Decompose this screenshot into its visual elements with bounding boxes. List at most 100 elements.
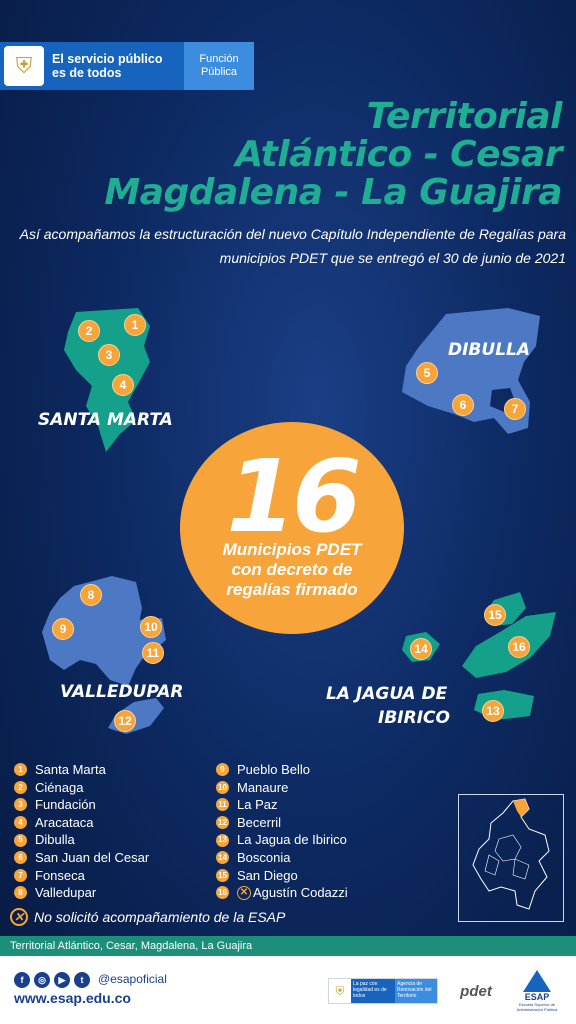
list-name: Becerril xyxy=(237,814,282,830)
map-marker-14: 14 xyxy=(410,638,432,660)
list-number: 12 xyxy=(216,816,229,830)
map-marker-1: 1 xyxy=(124,314,146,336)
highlight-number: 16 xyxy=(226,438,361,555)
youtube-icon[interactable]: ▶ xyxy=(54,972,70,988)
list-item: 11 La Paz xyxy=(216,796,348,814)
list-name: Fundación xyxy=(35,797,96,813)
list-item: 13 La Jagua de Ibirico xyxy=(216,831,348,849)
municipality-list-right: 9 Pueblo Bello 10 Manaure 11 La Paz 12 Becer… xyxy=(216,761,348,902)
map-marker-11: 11 xyxy=(142,642,164,664)
list-item: 4 Aracataca xyxy=(14,814,149,832)
map-marker-12: 12 xyxy=(114,710,136,732)
list-name: San Diego xyxy=(237,867,298,883)
list-item: 6 San Juan del Cesar xyxy=(14,849,149,867)
list-name: Bosconia xyxy=(237,849,291,865)
map-marker-10: 10 xyxy=(140,616,162,638)
footer: f ◎ ▶ t @esapoficial www.esap.edu.co ⛨ L… xyxy=(0,956,576,1024)
legend-note-text: No solicitó acompañamiento de la ESAP xyxy=(34,909,286,925)
region-label-la-jagua-1: LA JAGUA DE xyxy=(326,684,448,704)
map-marker-15: 15 xyxy=(484,604,506,626)
list-number: 7 xyxy=(14,868,27,882)
list-number: 15 xyxy=(216,868,229,882)
highlight-circle: 16 Municipios PDET con decreto de regalí… xyxy=(180,422,404,634)
list-number: 13 xyxy=(216,833,229,847)
art-logo-text: Agencia de Renovación del Territorio xyxy=(395,979,437,1003)
list-number: 16 xyxy=(216,886,229,900)
esap-pyramid-icon xyxy=(523,970,551,992)
map-marker-6: 6 xyxy=(452,394,474,416)
region-label-valledupar: VALLEDUPAR xyxy=(60,682,184,702)
list-item: 10 Manaure xyxy=(216,779,348,797)
map-marker-13: 13 xyxy=(482,700,504,722)
title-line-2: Atlántico - Cesar xyxy=(235,134,562,175)
list-item: 1 Santa Marta xyxy=(14,761,149,779)
map-marker-5: 5 xyxy=(416,362,438,384)
list-number: 14 xyxy=(216,851,229,865)
map-marker-16: 16 xyxy=(508,636,530,658)
esap-logo: ESAP Escuela Superior de Administración … xyxy=(512,970,562,1016)
instagram-icon[interactable]: ◎ xyxy=(34,972,50,988)
social-handle[interactable]: @esapoficial xyxy=(98,972,167,986)
highlight-line-3: regalías firmado xyxy=(226,580,358,599)
title-line-3: Magdalena - La Guajira xyxy=(104,172,562,213)
list-name: Valledupar xyxy=(35,885,97,901)
list-item: 9 Pueblo Bello xyxy=(216,761,348,779)
map-marker-3: 3 xyxy=(98,344,120,366)
map-marker-8: 8 xyxy=(80,584,102,606)
website-link[interactable]: www.esap.edu.co xyxy=(14,990,131,1006)
funcion-publica-label: Función Pública xyxy=(184,42,254,90)
list-number: 5 xyxy=(14,833,27,847)
list-number: 2 xyxy=(14,780,27,794)
paz-legalidad-logo: ⛨ La paz con legalidad es de todos Agenc… xyxy=(328,978,438,1004)
list-name: Santa Marta xyxy=(35,762,106,777)
legend-note: ✕ No solicitó acompañamiento de la ESAP xyxy=(10,908,285,926)
list-number: 1 xyxy=(14,763,27,777)
list-item: 8 Valledupar xyxy=(14,884,149,902)
list-item: 2 Ciénaga xyxy=(14,779,149,797)
pdet-logo: pdet xyxy=(460,982,492,1000)
esap-logo-subtitle: Escuela Superior de Administración Públi… xyxy=(516,1002,558,1012)
list-name: Pueblo Bello xyxy=(237,762,310,777)
gov-slogan: El servicio público es de todos xyxy=(52,52,163,80)
coat-of-arms-icon: ⛨ xyxy=(329,979,351,1003)
map-marker-9: 9 xyxy=(52,618,74,640)
list-item: 16 ✕ Agustín Codazzi xyxy=(216,884,348,902)
list-item: 15 San Diego xyxy=(216,867,348,885)
list-number: 11 xyxy=(216,798,229,812)
list-number: 9 xyxy=(216,763,229,777)
list-number: 6 xyxy=(14,851,27,865)
list-name: Agustín Codazzi xyxy=(253,885,348,901)
territorial-strip: Territorial Atlántico, Cesar, Magdalena,… xyxy=(0,936,576,956)
list-number: 3 xyxy=(14,798,27,812)
not-requested-icon: ✕ xyxy=(237,885,251,900)
header-logo: ⛨ El servicio público es de todos Funció… xyxy=(0,42,254,90)
colombia-map xyxy=(472,798,550,910)
highlight-line-1: Municipios PDET xyxy=(222,540,362,559)
municipality-list-left: 1 Santa Marta 2 Ciénaga 3 Fundación 4 Aracat… xyxy=(14,761,149,902)
list-item: 5 Dibulla xyxy=(14,831,149,849)
coat-of-arms-icon: ⛨ xyxy=(4,46,44,86)
list-name: Fonseca xyxy=(35,867,85,883)
list-name: La Paz xyxy=(237,797,278,813)
list-number: 4 xyxy=(14,816,27,830)
map-marker-4: 4 xyxy=(112,374,134,396)
region-label-santa-marta: SANTA MARTA xyxy=(38,410,173,430)
map-marker-7: 7 xyxy=(504,398,526,420)
list-name: Dibulla xyxy=(35,832,75,848)
facebook-icon[interactable]: f xyxy=(14,972,30,988)
not-requested-icon: ✕ xyxy=(10,908,28,926)
map-marker-2: 2 xyxy=(78,320,100,342)
twitter-icon[interactable]: t xyxy=(74,972,90,988)
list-name: La Jagua de Ibirico xyxy=(237,832,347,848)
list-number: 8 xyxy=(14,886,27,900)
esap-logo-title: ESAP xyxy=(524,992,550,1002)
list-name: Aracataca xyxy=(35,814,94,830)
highlight-text: Municipios PDET con decreto de regalías … xyxy=(180,540,404,600)
title-line-1: Territorial xyxy=(366,96,563,137)
list-item: 7 Fonseca xyxy=(14,867,149,885)
region-label-la-jagua-2: IBIRICO xyxy=(378,708,450,728)
subtitle: Así acompañamos la estructuración del nu… xyxy=(19,226,566,266)
list-item: 12 Becerril xyxy=(216,814,348,832)
region-label-dibulla: DIBULLA xyxy=(448,340,531,360)
highlight-line-2: con decreto de xyxy=(231,560,353,579)
